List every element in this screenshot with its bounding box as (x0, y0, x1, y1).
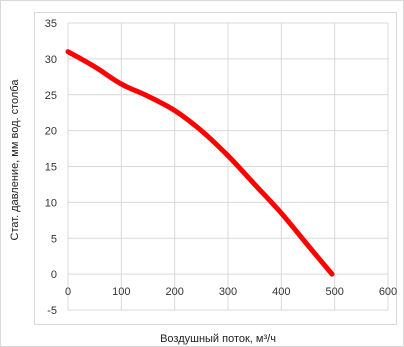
y-tick-label: -5 (47, 305, 57, 317)
y-tick-label: 0 (51, 269, 57, 281)
y-tick-labels: -5 0 5 10 15 20 25 30 35 (45, 18, 57, 317)
x-tick-label: 300 (219, 286, 237, 298)
x-tick-label: 600 (379, 286, 397, 298)
series-line-0 (65, 49, 335, 277)
x-tick-label: 200 (165, 286, 183, 298)
x-tick-labels: 0 100 200 300 400 500 600 (65, 286, 397, 298)
x-tick-label: 0 (65, 286, 71, 298)
y-tick-label: 15 (45, 162, 57, 174)
y-tick-label: 30 (45, 54, 57, 66)
y-tick-label: 35 (45, 18, 57, 30)
y-tick-label: 10 (45, 197, 57, 209)
y-tick-label: 25 (45, 90, 57, 102)
x-tick-label: 400 (272, 286, 290, 298)
x-axis-title: Воздушный поток, м³/ч (160, 333, 276, 345)
y-axis-title: Стат. давление, мм вод. столба (9, 79, 21, 241)
y-tick-label: 20 (45, 126, 57, 138)
x-tick-label: 100 (112, 286, 130, 298)
y-tick-label: 5 (51, 233, 57, 245)
x-tick-label: 500 (325, 286, 343, 298)
grid (67, 22, 389, 311)
